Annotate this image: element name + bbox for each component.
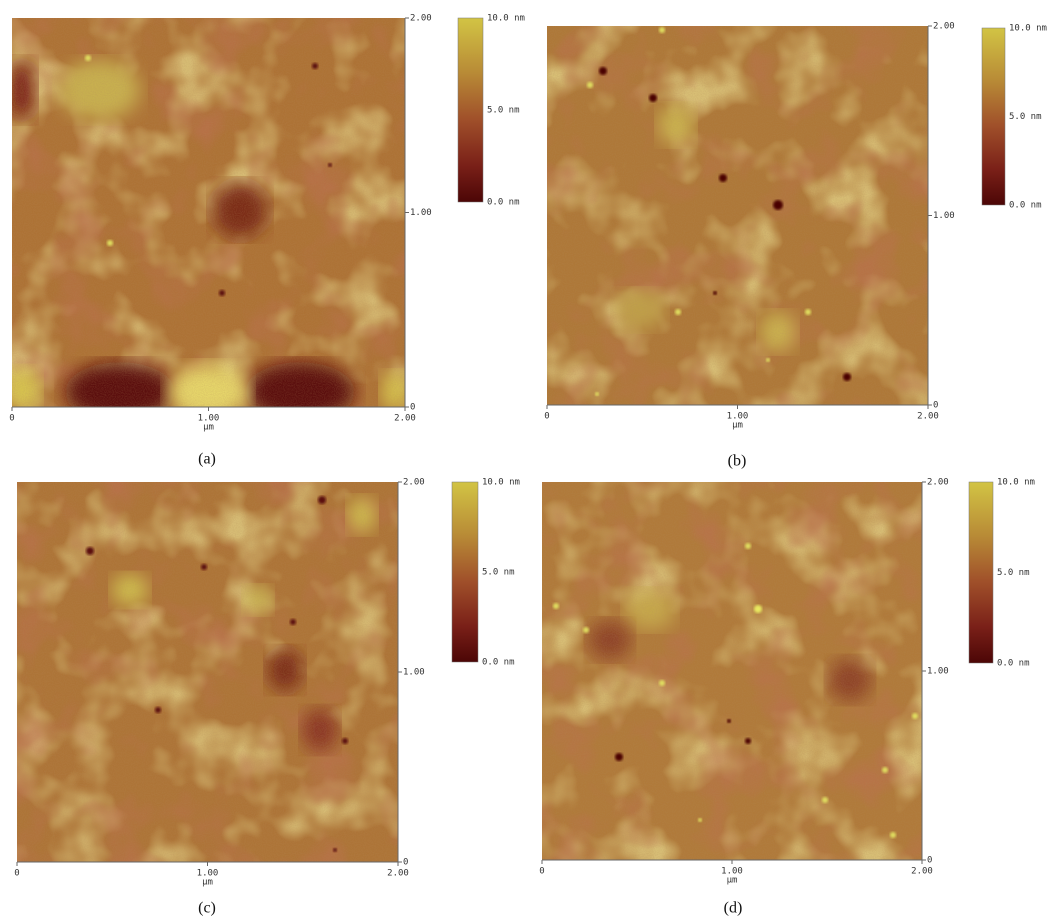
caption: (d): [724, 900, 743, 917]
y-tick-label: 1.00: [933, 211, 955, 221]
image-spot: [615, 753, 623, 761]
image-spot: [675, 309, 681, 315]
colorbar-label: 5.0 nm: [487, 106, 520, 116]
image-spot: [553, 603, 559, 609]
image-spot: [890, 832, 896, 838]
image-spot: [595, 392, 599, 396]
image-spot: [290, 619, 296, 625]
x-tick-label: 0: [9, 414, 14, 424]
image-grain: [542, 482, 922, 860]
y-tick-label: 2.00: [933, 22, 955, 32]
image-spot: [773, 200, 783, 210]
colorbar-label: 10.0 nm: [997, 478, 1035, 488]
x-tick-label: 0: [539, 867, 544, 877]
caption: (a): [198, 451, 216, 468]
image-spot: [201, 564, 207, 570]
image-spot: [766, 358, 770, 362]
colorbar: [452, 482, 478, 662]
y-tick-label: 2.00: [927, 478, 949, 488]
image-spot: [754, 605, 762, 613]
image-spot: [727, 719, 731, 723]
colorbar-label: 0.0 nm: [482, 658, 515, 668]
image-spot: [312, 63, 318, 69]
x-tick-label: 0: [14, 869, 19, 879]
colorbar-label: 10.0 nm: [487, 14, 525, 24]
colorbar: [982, 28, 1005, 205]
image-spot: [583, 627, 589, 633]
image-spot: [342, 738, 348, 744]
image-spot: [219, 290, 225, 296]
image-spot: [882, 767, 888, 773]
colorbar-label: 0.0 nm: [1009, 201, 1042, 211]
image-spot: [86, 547, 94, 555]
colorbar-label: 5.0 nm: [1009, 112, 1042, 122]
image-spot: [85, 55, 91, 61]
image-spot: [659, 680, 665, 686]
y-tick-label: 0: [927, 856, 932, 866]
y-tick-label: 2.00: [410, 14, 432, 24]
image-spot: [719, 174, 727, 182]
colorbar-label: 0.0 nm: [487, 198, 520, 208]
x-tick-label: 2.00: [387, 869, 409, 879]
image-spot: [318, 496, 326, 504]
y-tick-label: 0: [410, 403, 415, 413]
x-tick-label: 2.00: [917, 412, 939, 422]
colorbar-label: 5.0 nm: [997, 568, 1030, 578]
image-spot: [107, 240, 113, 246]
image-spot: [659, 27, 665, 33]
image-spot: [587, 82, 593, 88]
colorbar: [969, 482, 993, 663]
colorbar-label: 10.0 nm: [482, 478, 520, 488]
x-unit: µm: [203, 423, 214, 433]
y-tick-label: 1.00: [927, 667, 949, 677]
y-tick-label: 0: [933, 401, 938, 411]
image-spot: [843, 373, 851, 381]
image-grain: [12, 18, 405, 407]
afm-image: [547, 26, 928, 405]
y-tick-label: 2.00: [403, 478, 425, 488]
image-spot: [155, 707, 161, 713]
image-spot: [599, 67, 607, 75]
image-grain: [547, 26, 928, 405]
x-tick-label: 0: [544, 412, 549, 422]
image-spot: [328, 163, 332, 167]
image-spot: [745, 543, 751, 549]
caption: (c): [198, 900, 216, 917]
figure: 0 1.00 2.00 µm 2.00 1.00 0 10.0 nm 5.0 nm 0.0 nm (…: [0, 0, 1059, 921]
x-unit: µm: [202, 878, 213, 888]
colorbar-label: 0.0 nm: [997, 659, 1030, 669]
y-tick-label: 1.00: [410, 208, 432, 218]
colorbar: [458, 18, 483, 202]
image-grain: [17, 482, 398, 862]
colorbar-label: 10.0 nm: [1009, 24, 1047, 34]
afm-image: [542, 482, 922, 860]
image-spot: [713, 291, 717, 295]
x-tick-label: 2.00: [394, 414, 416, 424]
image-spot: [649, 94, 657, 102]
colorbar-label: 5.0 nm: [482, 568, 515, 578]
x-tick-label: 2.00: [911, 867, 933, 877]
image-spot: [698, 818, 702, 822]
image-spot: [822, 797, 828, 803]
x-unit: µm: [732, 421, 743, 431]
x-unit: µm: [727, 876, 738, 886]
caption: (b): [728, 453, 747, 470]
y-tick-label: 1.00: [403, 668, 425, 678]
image-spot: [745, 738, 751, 744]
image-spot: [333, 848, 337, 852]
afm-image: [17, 482, 398, 862]
afm-image: [4, 18, 409, 422]
y-tick-label: 0: [403, 858, 408, 868]
image-spot: [912, 713, 918, 719]
image-spot: [805, 309, 811, 315]
